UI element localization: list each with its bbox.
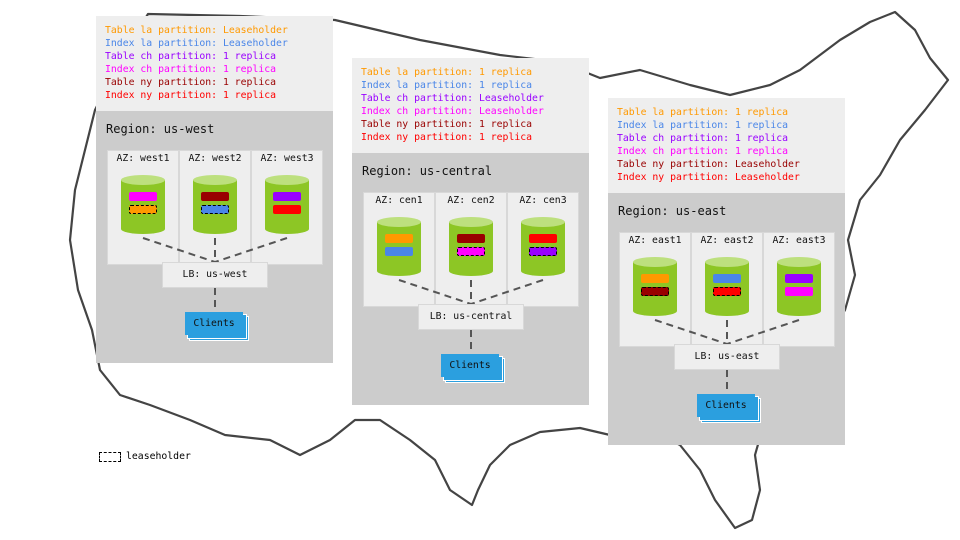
legend-line: Index ny partition: 1 replica bbox=[361, 132, 533, 143]
region-panel-us-east: Table la partition: 1 replica Index la pa… bbox=[608, 98, 845, 445]
load-balancer: LB: us-central bbox=[418, 304, 524, 330]
region-box: Region: us-west AZ: west1 AZ: west2 AZ: wes… bbox=[96, 111, 333, 363]
replica bbox=[129, 192, 157, 201]
replica bbox=[385, 234, 413, 243]
legend-line: Table la partition: 1 replica bbox=[361, 67, 533, 78]
legend-line: Index la partition: 1 replica bbox=[617, 120, 789, 131]
availability-zone: AZ: west3 bbox=[251, 150, 323, 265]
replica bbox=[385, 247, 413, 256]
availability-zone: AZ: west1 bbox=[107, 150, 179, 265]
legend-line: Index ch partition: 1 replica bbox=[617, 146, 789, 157]
az-group: AZ: cen1 AZ: cen2 AZ: cen3 bbox=[363, 192, 579, 307]
legend-line: Table la partition: 1 replica bbox=[617, 107, 789, 118]
az-label: AZ: cen3 bbox=[519, 195, 567, 206]
clients-stack: Clients bbox=[441, 354, 505, 383]
leaseholder-replica bbox=[713, 287, 741, 296]
legend-line: Index la partition: 1 replica bbox=[361, 80, 533, 91]
database-node-icon bbox=[121, 175, 165, 239]
leaseholder-replica bbox=[201, 205, 229, 214]
database-node-icon bbox=[449, 217, 493, 281]
leaseholder-replica bbox=[457, 247, 485, 256]
leaseholder-replica bbox=[641, 287, 669, 296]
load-balancer: LB: us-east bbox=[674, 344, 780, 370]
legend-line: Table ch partition: 1 replica bbox=[105, 51, 277, 62]
legend-line: Index ch partition: Leaseholder bbox=[361, 106, 544, 117]
region-panel-us-west: Table la partition: Leaseholder Index la … bbox=[96, 16, 333, 363]
replica bbox=[713, 274, 741, 283]
az-label: AZ: west3 bbox=[260, 153, 314, 164]
legend-line: Index la partition: Leaseholder bbox=[105, 38, 288, 49]
region-box: Region: us-east AZ: east1 AZ: east2 AZ: eas… bbox=[608, 193, 845, 445]
leaseholder-replica bbox=[529, 247, 557, 256]
az-label: AZ: west1 bbox=[116, 153, 170, 164]
leaseholder-replica bbox=[129, 205, 157, 214]
availability-zone: AZ: west2 bbox=[179, 150, 251, 265]
az-label: AZ: west2 bbox=[188, 153, 242, 164]
replica bbox=[785, 287, 813, 296]
az-label: AZ: east1 bbox=[628, 235, 682, 246]
region-title: Region: us-central bbox=[362, 164, 493, 178]
clients-stack: Clients bbox=[185, 312, 249, 341]
az-label: AZ: cen2 bbox=[447, 195, 495, 206]
replica bbox=[201, 192, 229, 201]
clients-stack: Clients bbox=[697, 394, 761, 423]
az-group: AZ: west1 AZ: west2 AZ: west3 bbox=[107, 150, 323, 265]
database-node-icon bbox=[777, 257, 821, 321]
clients-label: Clients bbox=[697, 394, 755, 417]
availability-zone: AZ: east2 bbox=[691, 232, 763, 347]
replica bbox=[273, 205, 301, 214]
availability-zone: AZ: cen1 bbox=[363, 192, 435, 307]
legend-line: Table ny partition: Leaseholder bbox=[617, 159, 800, 170]
load-balancer: LB: us-west bbox=[162, 262, 268, 288]
availability-zone: AZ: cen2 bbox=[435, 192, 507, 307]
database-node-icon bbox=[193, 175, 237, 239]
database-node-icon bbox=[521, 217, 565, 281]
legend-line: Index ch partition: 1 replica bbox=[105, 64, 277, 75]
az-group: AZ: east1 AZ: east2 AZ: east3 bbox=[619, 232, 835, 347]
clients-label: Clients bbox=[185, 312, 243, 335]
region-box: Region: us-central AZ: cen1 AZ: cen2 AZ: ce… bbox=[352, 153, 589, 405]
replica bbox=[273, 192, 301, 201]
leaseholder-key-label: leaseholder bbox=[126, 451, 191, 462]
database-node-icon bbox=[705, 257, 749, 321]
database-node-icon bbox=[377, 217, 421, 281]
database-node-icon bbox=[265, 175, 309, 239]
replica bbox=[785, 274, 813, 283]
partition-legend: Table la partition: 1 replica Index la pa… bbox=[352, 58, 589, 153]
replica bbox=[529, 234, 557, 243]
leaseholder-dashed-box-icon bbox=[99, 451, 121, 462]
region-panel-us-central: Table la partition: 1 replica Index la pa… bbox=[352, 58, 589, 405]
partition-legend: Table la partition: 1 replica Index la pa… bbox=[608, 98, 845, 193]
availability-zone: AZ: cen3 bbox=[507, 192, 579, 307]
az-label: AZ: east3 bbox=[772, 235, 826, 246]
legend-line: Table ny partition: 1 replica bbox=[105, 77, 277, 88]
database-node-icon bbox=[633, 257, 677, 321]
leaseholder-key: leaseholder bbox=[99, 451, 191, 462]
legend-line: Table ch partition: 1 replica bbox=[617, 133, 789, 144]
replica bbox=[457, 234, 485, 243]
legend-line: Index ny partition: 1 replica bbox=[105, 90, 277, 101]
region-title: Region: us-east bbox=[618, 204, 727, 218]
legend-line: Table ch partition: Leaseholder bbox=[361, 93, 544, 104]
legend-line: Index ny partition: Leaseholder bbox=[617, 172, 800, 183]
partition-legend: Table la partition: Leaseholder Index la … bbox=[96, 16, 333, 111]
legend-line: Table la partition: Leaseholder bbox=[105, 25, 288, 36]
availability-zone: AZ: east1 bbox=[619, 232, 691, 347]
clients-label: Clients bbox=[441, 354, 499, 377]
region-title: Region: us-west bbox=[106, 122, 215, 136]
availability-zone: AZ: east3 bbox=[763, 232, 835, 347]
legend-line: Table ny partition: 1 replica bbox=[361, 119, 533, 130]
replica bbox=[641, 274, 669, 283]
az-label: AZ: cen1 bbox=[375, 195, 423, 206]
az-label: AZ: east2 bbox=[700, 235, 754, 246]
